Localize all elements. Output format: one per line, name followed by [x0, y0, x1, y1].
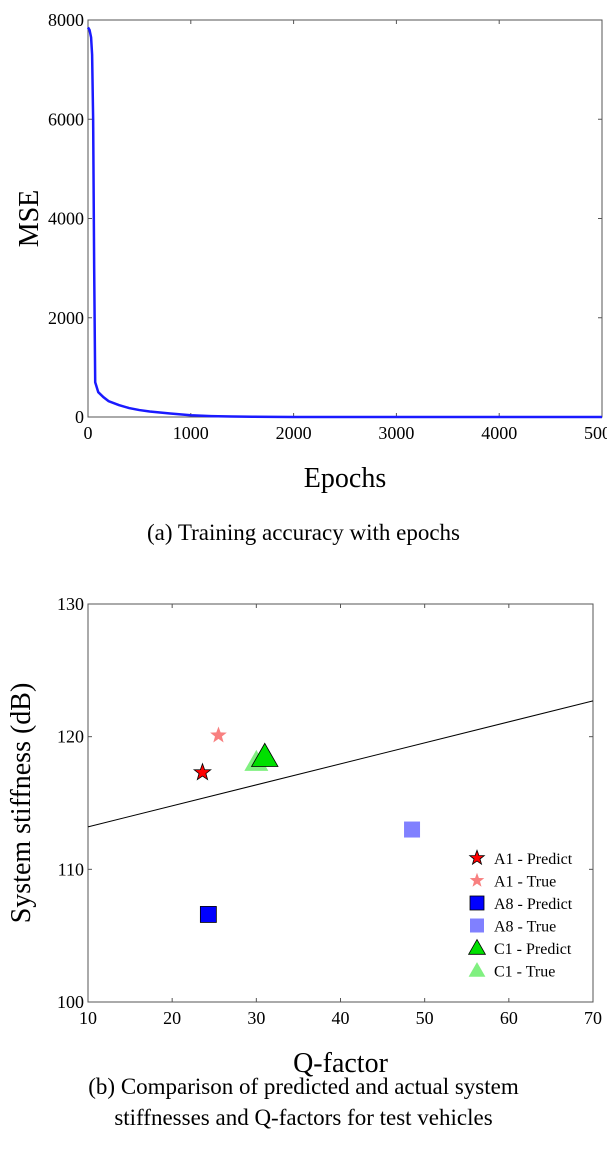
- mse-curve: [86, 26, 602, 419]
- point-a8-true: [404, 821, 421, 838]
- stiffness-x-tick-label: 30: [247, 1008, 265, 1028]
- legend-marker-5: [468, 962, 486, 977]
- mse-y-tick-label: 0: [75, 407, 84, 427]
- stiffness-x-tick-label: 40: [332, 1008, 350, 1028]
- stiffness-x-tick-label: 60: [500, 1008, 518, 1028]
- stiffness-x-tick-label: 20: [163, 1008, 181, 1028]
- legend-marker-0: [468, 849, 486, 866]
- legend-label-3: A8 - True: [494, 919, 556, 936]
- mse-x-axis-label: Epochs: [304, 463, 386, 494]
- mse-y-axis-label: MSE: [14, 190, 45, 248]
- legend-label-5: C1 - True: [494, 964, 555, 981]
- mse-x-tick-label: 4000: [481, 423, 517, 443]
- point-a8-predict: [199, 906, 217, 923]
- legend-label-4: C1 - Predict: [494, 941, 572, 958]
- caption-b-line-1: (b) Comparison of predicted and actual s…: [88, 1074, 519, 1099]
- point-c1-predict: [250, 742, 279, 767]
- stiffness-y-tick-label: 110: [58, 859, 84, 879]
- legend-label-2: A8 - Predict: [494, 896, 573, 913]
- caption-a: (a) Training accuracy with epochs: [147, 520, 460, 545]
- mse-x-tick-label: 1000: [173, 423, 209, 443]
- legend-marker-1: [469, 872, 485, 887]
- legend-label-1: A1 - True: [494, 874, 556, 891]
- legend-marker-2: [469, 895, 485, 911]
- stiffness-x-axis-label: Q-factor: [293, 1048, 389, 1079]
- legend-label-0: A1 - Predict: [494, 851, 573, 868]
- stiffness-x-tick-label: 50: [416, 1008, 434, 1028]
- stiffness-y-tick-label: 100: [57, 992, 84, 1012]
- mse-x-tick-label: 3000: [378, 423, 414, 443]
- mse-y-tick-label: 2000: [48, 308, 84, 328]
- stiffness-x-tick-label: 70: [584, 1008, 602, 1028]
- mse-x-tick-label: 0: [84, 423, 93, 443]
- mse-x-tick-label: 2000: [276, 423, 312, 443]
- mse-y-tick-label: 6000: [48, 109, 84, 129]
- stiffness-x-tick-label: 10: [79, 1008, 97, 1028]
- stiffness-y-tick-label: 130: [57, 594, 84, 614]
- stiffness-y-tick-label: 120: [57, 727, 84, 747]
- caption-b-line-2: stiffnesses and Q-factors for test vehic…: [114, 1105, 493, 1130]
- legend-marker-3: [470, 918, 484, 933]
- point-a1-predict: [192, 762, 212, 781]
- stiffness-y-axis-label: System stiffness (dB): [6, 683, 37, 924]
- reference-line: [87, 700, 594, 828]
- mse-plot-frame: [87, 19, 603, 418]
- legend-marker-4: [467, 938, 487, 955]
- mse-y-tick-label: 8000: [48, 10, 84, 30]
- point-a1-true: [210, 726, 227, 743]
- mse-y-tick-label: 4000: [48, 209, 84, 229]
